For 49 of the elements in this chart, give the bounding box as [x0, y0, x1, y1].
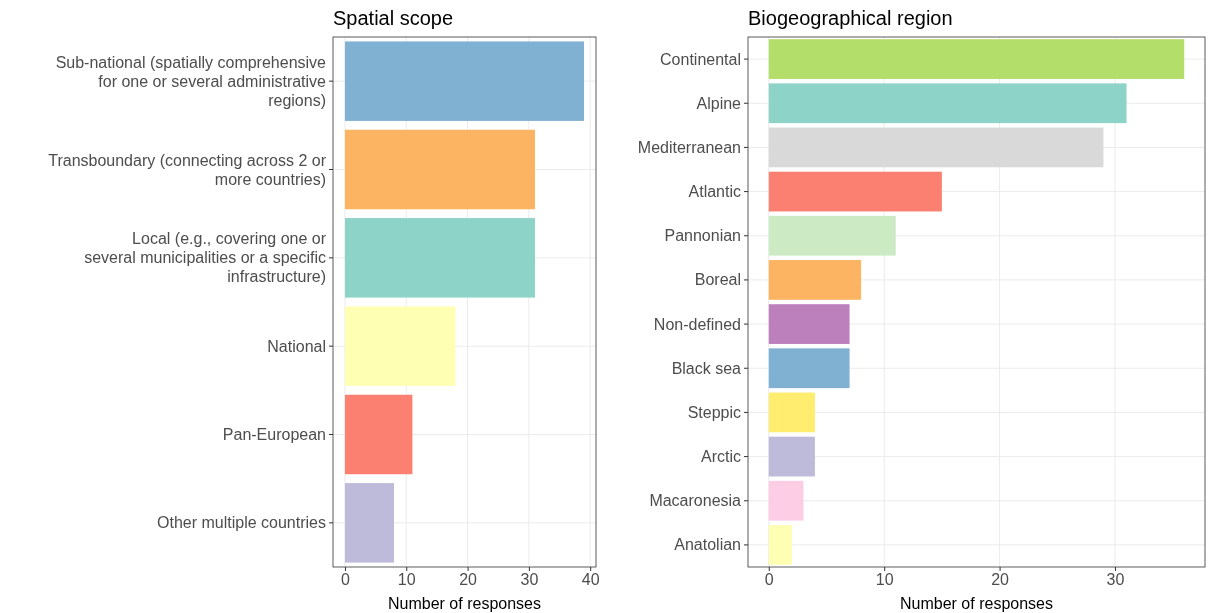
x-tick-label: 0 — [341, 571, 350, 589]
bar — [344, 306, 456, 386]
y-tick-label: Other multiple countries — [157, 514, 326, 532]
y-tick-label: Continental — [660, 50, 741, 68]
y-tick-label: Alpine — [696, 94, 742, 112]
bar — [768, 260, 862, 300]
bar — [344, 483, 394, 563]
y-tick-label: Sub-national (spatially comprehensive for one or several administrative regions) — [55, 53, 327, 109]
y-tick-label: Steppic — [687, 403, 741, 421]
bar — [768, 480, 804, 521]
y-tick-label: Local (e.g., covering one or several municipalities or a specific infrastructure) — [84, 230, 327, 286]
x-tick-label: 10 — [875, 571, 894, 589]
bar — [768, 127, 1104, 168]
y-tick-label: Black sea — [671, 359, 742, 377]
bar — [768, 392, 815, 433]
y-tick-label: National — [267, 337, 326, 355]
x-tick-label: 30 — [520, 571, 539, 589]
x-axis-title: Number of responses — [900, 595, 1053, 612]
bar — [344, 41, 585, 121]
bar — [344, 394, 413, 475]
bar — [768, 348, 850, 389]
bar — [344, 218, 535, 298]
y-tick-label: Pan-European — [222, 426, 326, 443]
y-tick-label: Atlantic — [688, 183, 741, 201]
y-tick-label: Transboundary (connecting across 2 or more countries) — [48, 151, 327, 188]
x-axis-title: Number of responses — [388, 595, 541, 612]
x-tick-label: 30 — [1106, 571, 1125, 589]
bar — [768, 215, 896, 256]
bar — [768, 436, 815, 477]
bar — [768, 83, 1127, 124]
y-tick-label: Anatolian — [674, 536, 741, 554]
bar — [768, 39, 1185, 79]
chart-title: Spatial scope — [333, 7, 454, 29]
x-tick-label: 40 — [581, 571, 600, 589]
x-tick-label: 20 — [991, 571, 1010, 589]
bar — [344, 129, 535, 210]
bar — [768, 525, 792, 565]
y-tick-label: Mediterranean — [637, 138, 741, 156]
y-tick-label: Arctic — [701, 448, 741, 466]
y-tick-label: Macaronesia — [649, 492, 742, 510]
chart-title: Biogeographical region — [748, 7, 953, 29]
x-tick-label: 20 — [459, 571, 478, 589]
x-tick-label: 10 — [397, 571, 416, 589]
bar — [768, 304, 850, 344]
x-tick-label: 0 — [764, 571, 774, 589]
y-tick-label: Non-defined — [653, 315, 741, 333]
y-tick-label: Pannonian — [664, 227, 741, 245]
y-tick-label: Boreal — [694, 271, 741, 289]
bar — [768, 171, 942, 212]
